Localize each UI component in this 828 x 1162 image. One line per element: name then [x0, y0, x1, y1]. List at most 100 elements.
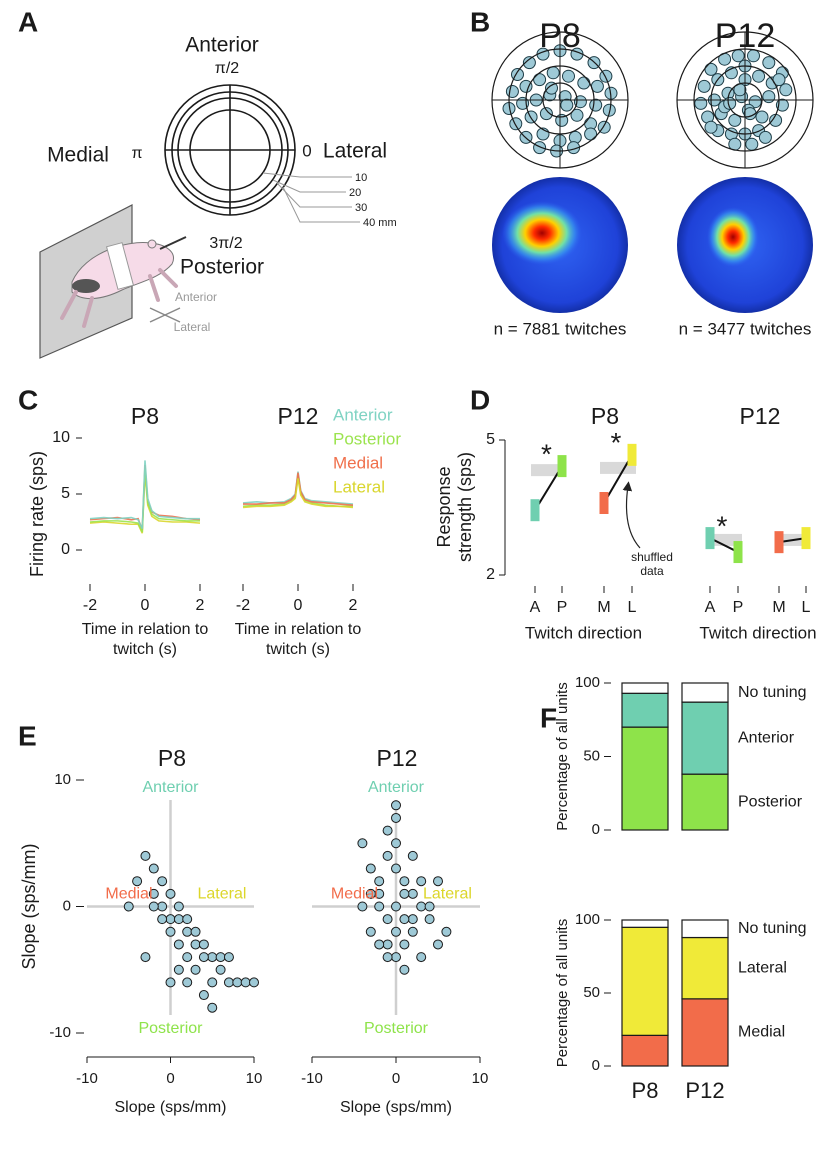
y-tick-label: 2 — [486, 566, 495, 583]
annotation: shuffled data — [631, 550, 673, 578]
point — [584, 127, 598, 141]
point — [374, 901, 385, 912]
point — [769, 113, 783, 127]
point — [533, 73, 547, 87]
x-tick-label: M — [597, 599, 610, 616]
bar-segment — [621, 726, 669, 831]
point — [728, 113, 742, 127]
point — [562, 69, 575, 83]
leader-line — [282, 186, 360, 223]
point — [357, 838, 368, 849]
x-tick-label: 2 — [349, 597, 358, 614]
point — [148, 888, 159, 899]
y-axis-label: Percentage of all units — [554, 682, 571, 830]
y-tick-label: 5 — [486, 431, 495, 448]
response-marker — [530, 499, 540, 522]
bar-segment — [621, 919, 669, 928]
point — [762, 56, 776, 70]
point — [704, 62, 718, 76]
point — [148, 863, 159, 874]
point — [399, 964, 410, 975]
bar-segment — [681, 998, 729, 1067]
point — [223, 952, 234, 963]
y-axis-label: Firing rate (sps) — [27, 451, 47, 577]
point — [182, 926, 193, 937]
y-tick-label: 0 — [61, 541, 70, 558]
point — [198, 939, 209, 950]
shuffled-band — [706, 533, 742, 546]
point — [182, 977, 193, 988]
point — [704, 120, 718, 134]
series-line — [89, 460, 200, 530]
legend-label: Posterior — [333, 429, 401, 448]
direction-label: Posterior — [180, 256, 264, 279]
point — [391, 926, 401, 937]
x-tick-label: -2 — [83, 597, 97, 614]
point — [391, 863, 401, 874]
pup-direction-label: Lateral — [174, 320, 211, 334]
y-tick-label: 5 — [61, 485, 70, 502]
point — [165, 888, 176, 899]
x-tick-label: L — [628, 599, 637, 616]
point — [382, 914, 393, 925]
significance-star: * — [611, 427, 622, 458]
leader-line — [272, 179, 346, 193]
pup-band — [105, 242, 135, 290]
response-marker — [627, 443, 637, 466]
point — [509, 117, 523, 131]
x-axis-label: Time in relation to twitch (s) — [81, 621, 209, 658]
point — [173, 964, 184, 975]
point — [731, 49, 745, 63]
point — [424, 914, 435, 925]
legend-label: Lateral — [738, 959, 787, 976]
direction-diagram — [164, 84, 360, 223]
caption: n = 3477 twitches — [679, 319, 812, 338]
point — [357, 901, 368, 912]
pair-line — [603, 454, 633, 504]
x-axis-label: Twitch direction — [699, 623, 816, 642]
point — [382, 850, 393, 861]
point — [762, 90, 776, 104]
legend-label: Anterior — [333, 405, 393, 424]
angle-label: π — [131, 145, 142, 162]
point — [182, 952, 193, 963]
point — [198, 990, 209, 1001]
direction-label: Lateral — [323, 140, 387, 163]
legend-label: Lateral — [333, 477, 385, 496]
point — [223, 977, 234, 988]
radius-label: 10 — [355, 172, 367, 184]
bar-segment — [621, 692, 669, 728]
point — [772, 73, 786, 87]
y-tick-label: 0 — [592, 821, 600, 838]
direction-label: Posterior — [138, 1020, 203, 1037]
x-tick-label: M — [772, 599, 785, 616]
orientation-arrow — [149, 307, 181, 323]
legend-label: Medial — [333, 453, 383, 472]
radius-label: 40 mm — [363, 217, 397, 229]
point — [433, 876, 443, 887]
legend-label: Medial — [738, 1024, 785, 1041]
annotation-arrow — [622, 481, 641, 549]
direction-label: Anterior — [185, 34, 259, 57]
y-axis-label: Response strength (sps) — [434, 451, 475, 563]
significance-star: * — [717, 510, 728, 541]
response-marker — [774, 531, 784, 554]
x-tick-label: L — [802, 599, 811, 616]
x-tick-label: A — [530, 599, 541, 616]
y-axis-label: Percentage of all units — [554, 919, 571, 1067]
heatmap-hotspot — [502, 201, 582, 265]
x-axis-label: Twitch direction — [525, 623, 642, 642]
pup-patch — [72, 279, 100, 293]
point — [545, 81, 558, 95]
point — [416, 901, 427, 912]
point — [577, 76, 591, 90]
point — [602, 103, 616, 117]
point — [599, 69, 613, 83]
y-tick-label: 0 — [63, 897, 71, 914]
point — [441, 926, 452, 937]
point — [365, 888, 376, 899]
chart-title: P8 — [131, 403, 159, 429]
point — [374, 939, 385, 950]
bar-segment — [621, 926, 669, 1036]
chart-title: P8 — [591, 403, 619, 429]
